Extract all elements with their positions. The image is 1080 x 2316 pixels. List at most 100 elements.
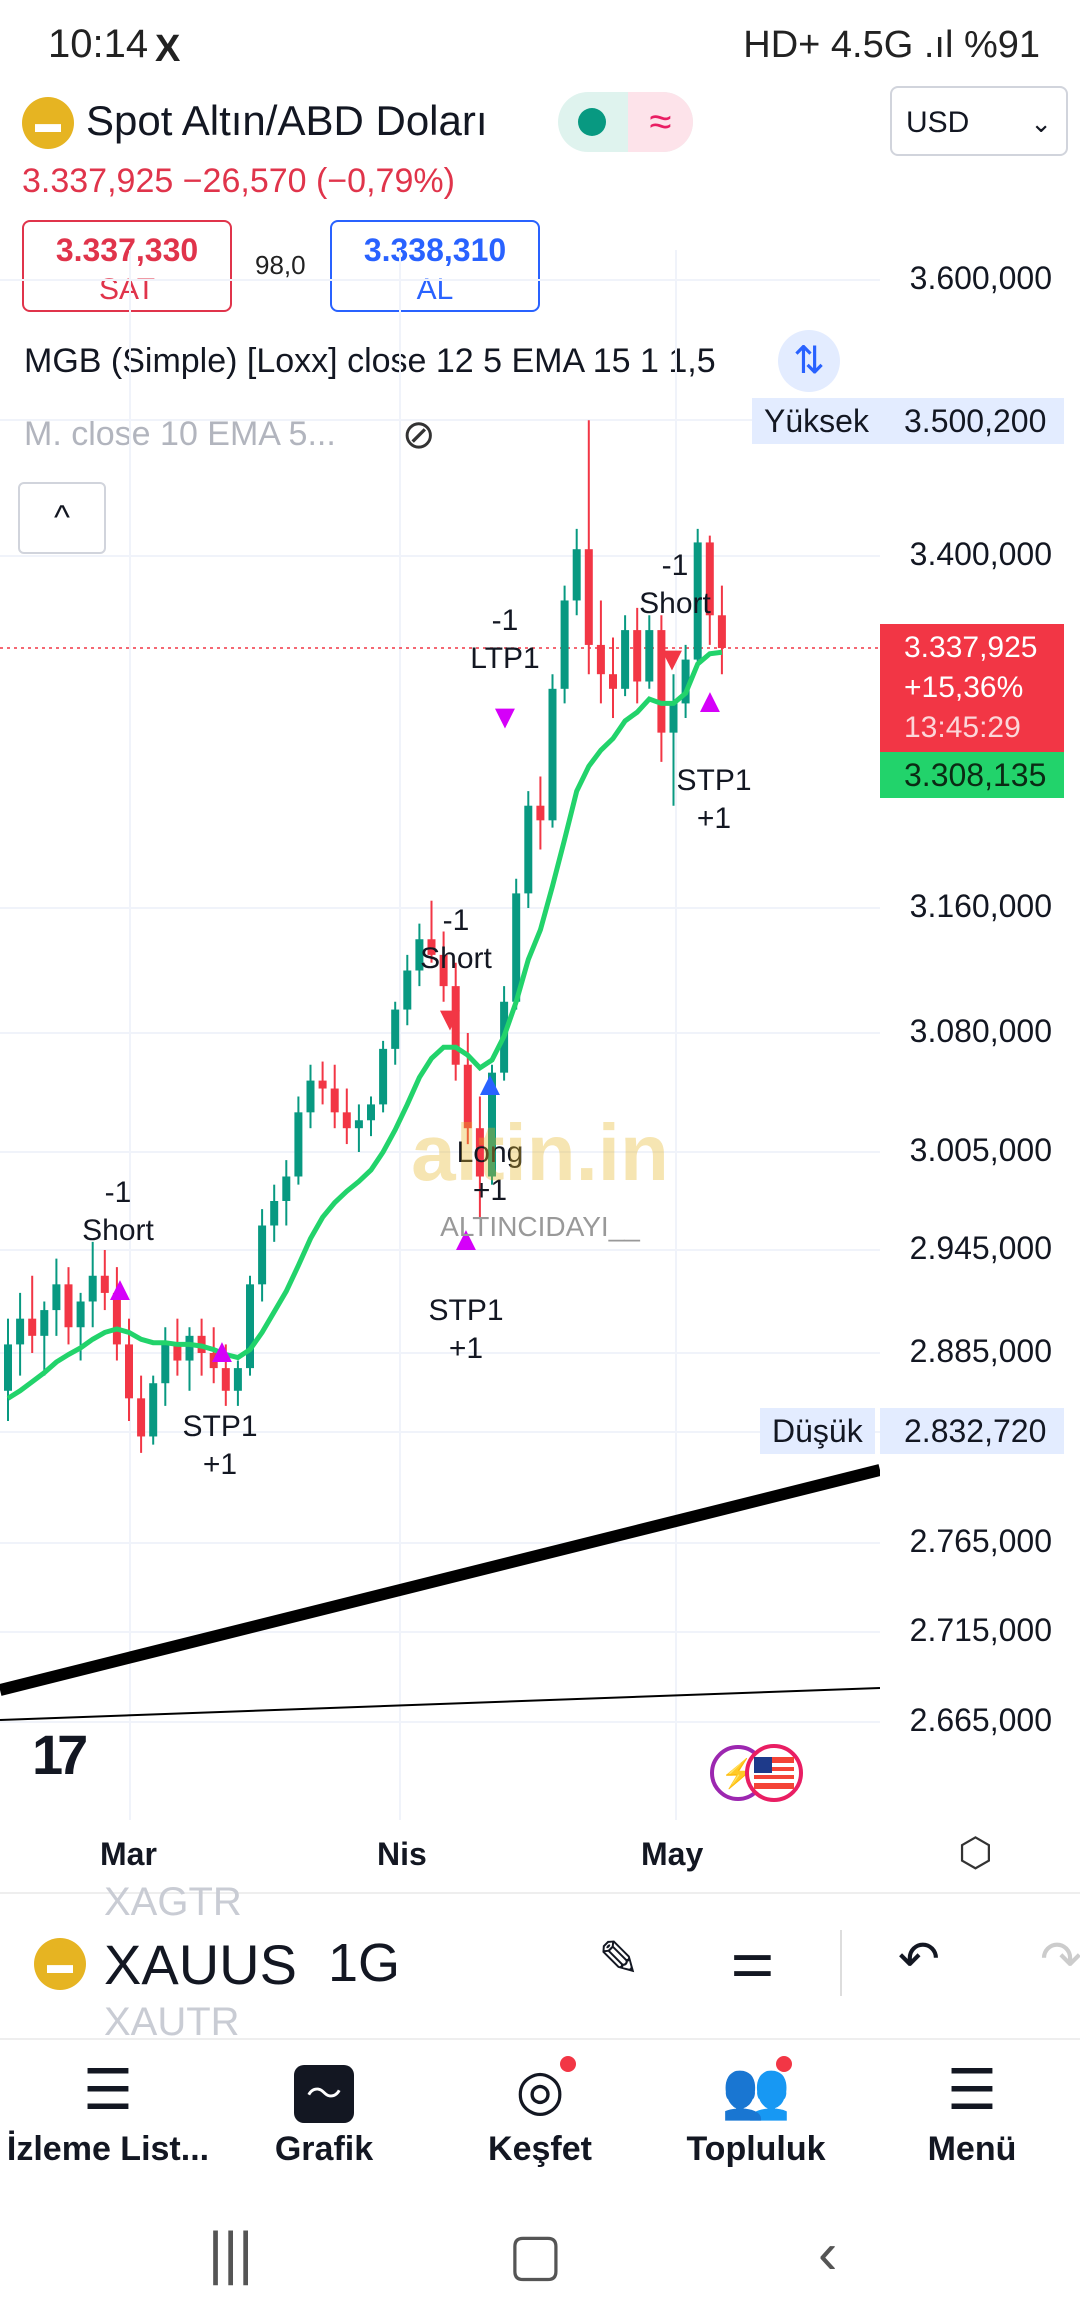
nav-community[interactable]: 👥 Topluluk	[648, 2050, 864, 2169]
candle-body	[560, 600, 569, 689]
candle-body	[681, 659, 690, 704]
candle-body	[112, 1292, 121, 1345]
chart-settings-icon[interactable]: ⬡	[958, 1831, 993, 1875]
candle-body	[294, 1112, 303, 1177]
candle-body	[451, 986, 460, 1065]
home-icon[interactable]: ▢	[508, 2222, 563, 2287]
buy-price: 3.338,310	[363, 232, 507, 268]
price-chart[interactable]: ▲▲▲▼ ▲▼▲▼-1ShortSTP1+1-1ShortLong+1STP1+1…	[0, 250, 880, 1820]
collapse-legend-button[interactable]: ^	[18, 482, 106, 554]
candle-body	[415, 939, 424, 971]
currency-value: USD	[906, 106, 970, 139]
chart-icon: 〜	[216, 2050, 432, 2130]
gold-logo-small-icon: ▬	[34, 1938, 86, 1990]
current-change: +15,36%	[904, 671, 1024, 704]
buy-button[interactable]: 3.338,310 AL	[330, 220, 540, 312]
swap-arrows-icon[interactable]: ⇅	[778, 330, 840, 392]
nav-menu-label: Menü	[927, 2130, 1017, 2168]
draw-pencil-icon[interactable]: ✎	[598, 1931, 640, 1987]
candle-body	[40, 1310, 49, 1336]
candle-body	[524, 805, 533, 894]
gold-logo-icon: ▬	[22, 97, 74, 149]
candle-body	[318, 1080, 327, 1089]
price-axis-label: 3.400,000	[909, 536, 1052, 572]
menu-icon: ☰	[946, 2058, 998, 2121]
time-axis[interactable]	[0, 1822, 1080, 1894]
signal-annotation: STP1	[428, 1294, 503, 1327]
signal-arrow-icon: ▼	[488, 698, 522, 736]
candle-body	[536, 805, 545, 821]
signal-annotation: +1	[473, 1174, 507, 1207]
ema-price-tag: 3.308,135	[880, 752, 1064, 798]
candle-body	[258, 1225, 267, 1285]
interval-selector[interactable]: 1G	[328, 1933, 401, 1993]
candle-body	[548, 688, 557, 821]
recent-apps-icon[interactable]: |||	[208, 2221, 254, 2286]
candle-body	[233, 1368, 242, 1391]
buy-label: AL	[416, 273, 454, 306]
candle-body	[282, 1176, 291, 1201]
signal-arrow-icon: ▲	[693, 682, 727, 720]
candle-body	[306, 1080, 315, 1113]
candle-body	[246, 1284, 254, 1369]
signal-annotation: -1	[662, 549, 689, 582]
symbol-selector[interactable]: XAUUS	[104, 1933, 297, 1996]
indicator-legend-primary[interactable]: MGB (Simple) [Loxx] close 12 5 EMA 15 1 …	[24, 342, 716, 380]
candle-body	[657, 630, 666, 733]
nav-menu[interactable]: ☰ Menü	[864, 2050, 1080, 2169]
signal-arrow-icon: ▲	[449, 1220, 483, 1258]
candle-body	[669, 703, 678, 733]
redo-icon[interactable]: ↷	[1040, 1931, 1080, 1987]
undo-icon[interactable]: ↶	[898, 1931, 940, 1987]
signal-arrow-icon: ▲	[103, 1270, 137, 1308]
system-status-icons: HD+ 4.5G .ıl %91	[743, 24, 1040, 66]
nav-explore-label: Keşfet	[488, 2130, 592, 2168]
candle-body	[633, 630, 642, 682]
sell-button[interactable]: 3.337,330 SAT	[22, 220, 232, 312]
news-flag-icon[interactable]: ⚡	[708, 1743, 806, 1803]
nav-watchlist[interactable]: ☰ İzleme List...	[0, 2050, 216, 2169]
market-status-pill[interactable]: ≈	[558, 92, 693, 152]
symbol-title[interactable]: Spot Altın/ABD Doları	[86, 97, 488, 144]
candle-body	[270, 1201, 279, 1226]
candle-body	[16, 1318, 25, 1345]
high-tag-value: 3.500,200	[880, 398, 1064, 444]
price-axis-label: 2.945,000	[909, 1230, 1052, 1266]
signal-annotation: +1	[697, 802, 731, 835]
ema-line	[6, 649, 723, 1401]
ghost-symbol-prev: XAGTR	[104, 1880, 242, 1924]
price-axis-label: 2.715,000	[909, 1612, 1052, 1648]
price-axis-label: 3.160,000	[909, 888, 1052, 924]
signal-annotation: -1	[105, 1176, 132, 1209]
nav-explore[interactable]: ◎ Keşfet	[432, 2050, 648, 2169]
candle-body	[645, 630, 654, 682]
candle-body	[342, 1112, 351, 1129]
trend-line-thin	[0, 1687, 880, 1721]
candle-body	[330, 1088, 339, 1113]
tradingview-logo-icon: 17	[32, 1723, 88, 1786]
indicator-legend-secondary[interactable]: M. close 10 EMA 5...	[24, 415, 336, 453]
candle-body	[28, 1318, 37, 1336]
price-axis-label: 3.600,000	[909, 260, 1052, 296]
signal-annotation: -1	[492, 604, 519, 637]
candle-body	[88, 1275, 97, 1302]
chevron-down-icon: ⌄	[1030, 108, 1052, 138]
signal-annotation: +1	[449, 1332, 483, 1365]
back-icon[interactable]: ‹	[818, 2221, 838, 2286]
indicators-sliders-icon[interactable]: ⚌	[730, 1931, 775, 1987]
signal-annotation: Long	[457, 1136, 524, 1169]
price-axis-label: 2.665,000	[909, 1702, 1052, 1738]
candle-body	[693, 542, 702, 660]
price-axis-label: 2.885,000	[909, 1333, 1052, 1369]
candle-body	[427, 939, 436, 955]
status-bar: 10:14 X HD+ 4.5G .ıl %91	[0, 0, 1080, 90]
system-navigation-bar: ||| ▢ ‹	[0, 2210, 1080, 2316]
candle-body	[572, 549, 581, 601]
candle-body	[512, 893, 521, 1002]
signal-arrow-icon: ▲	[473, 1065, 507, 1103]
signal-annotation: Short	[420, 942, 492, 975]
candle-body	[149, 1383, 158, 1437]
nav-chart[interactable]: 〜 Grafik	[216, 2050, 432, 2169]
wave-icon: ≈	[628, 92, 693, 152]
currency-select[interactable]: USD ⌄	[890, 86, 1068, 156]
